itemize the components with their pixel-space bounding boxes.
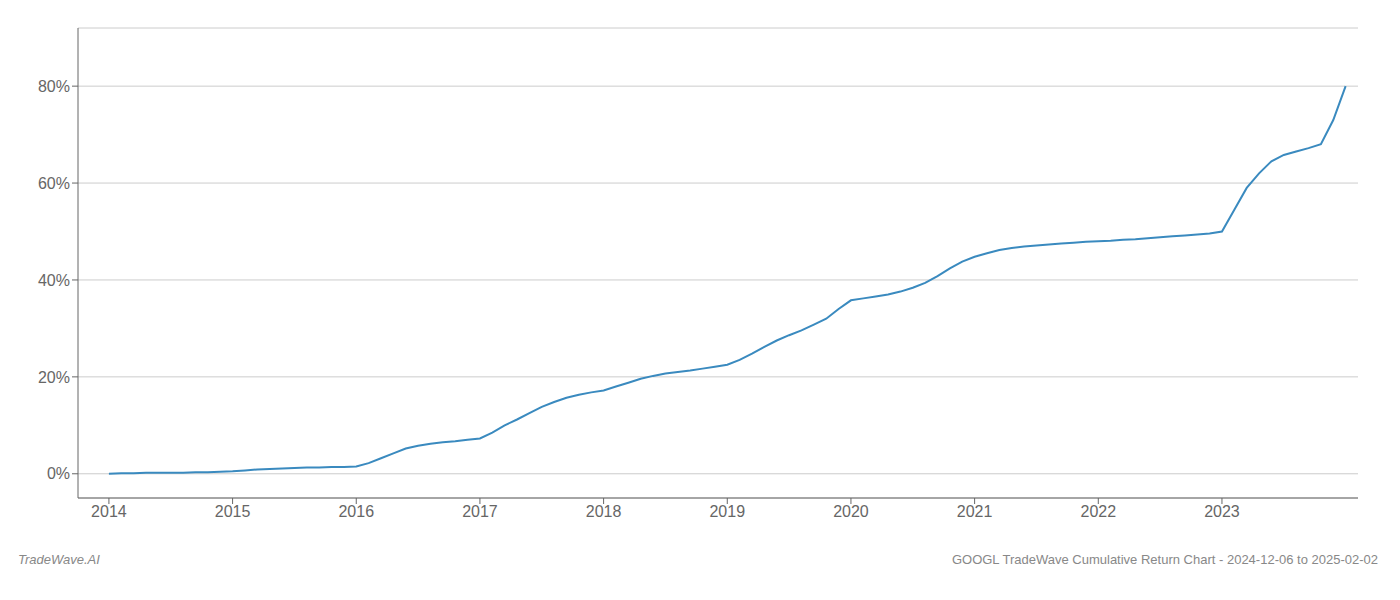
svg-text:2020: 2020 xyxy=(833,503,869,520)
svg-text:2023: 2023 xyxy=(1204,503,1240,520)
svg-text:60%: 60% xyxy=(38,175,70,192)
svg-text:2019: 2019 xyxy=(709,503,745,520)
svg-text:0%: 0% xyxy=(47,465,70,482)
svg-text:2017: 2017 xyxy=(462,503,498,520)
svg-text:20%: 20% xyxy=(38,369,70,386)
svg-text:2021: 2021 xyxy=(957,503,993,520)
svg-text:40%: 40% xyxy=(38,272,70,289)
html-text:TradeWave.AI: TradeWave.AI xyxy=(18,552,100,567)
svg-text:2022: 2022 xyxy=(1080,503,1116,520)
svg-text:80%: 80% xyxy=(38,78,70,95)
svg-text:2016: 2016 xyxy=(338,503,374,520)
svg-text:2014: 2014 xyxy=(91,503,127,520)
svg-text:2015: 2015 xyxy=(215,503,251,520)
html-text:GOOGL TradeWave Cumulative Ret: GOOGL TradeWave Cumulative Return Chart … xyxy=(951,552,1378,567)
svg-text:2018: 2018 xyxy=(586,503,622,520)
